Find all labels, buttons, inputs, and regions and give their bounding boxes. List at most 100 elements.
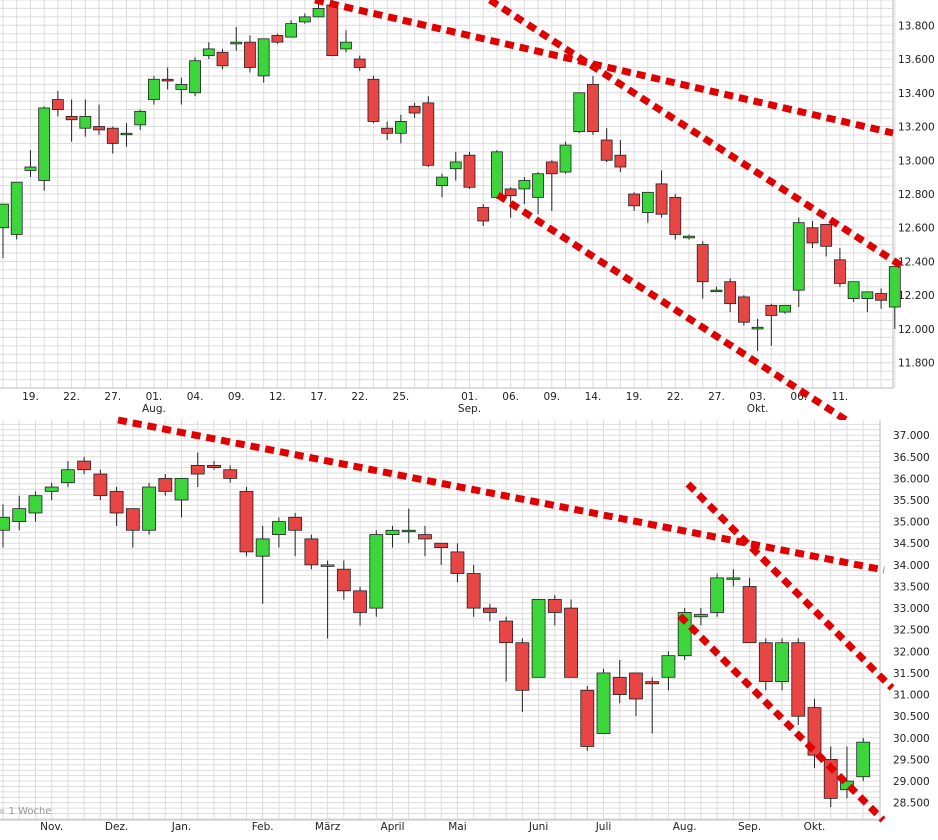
x-tick-label: 09.	[543, 391, 560, 403]
candle	[24, 150, 37, 178]
candle-body-up	[847, 281, 860, 299]
candle-body-down	[367, 78, 380, 122]
candle-body-down	[93, 473, 108, 497]
y-tick-label: 36.500	[893, 452, 930, 464]
candle	[573, 92, 586, 134]
candle	[710, 286, 723, 293]
candle	[847, 281, 860, 302]
candle-body-down	[106, 127, 119, 144]
candle	[353, 55, 366, 71]
candle-body-up	[12, 508, 27, 523]
candle-body-down	[669, 196, 682, 235]
candle-body-down	[408, 105, 421, 114]
candle	[106, 126, 119, 154]
y-tick-label: 29.500	[893, 754, 930, 766]
candle-body-down	[288, 516, 303, 531]
candle-body-up	[779, 304, 791, 313]
candle	[239, 487, 254, 557]
candle	[792, 217, 805, 308]
candle	[669, 194, 682, 240]
candle-body-down	[125, 508, 140, 531]
candle	[856, 737, 871, 782]
candle	[174, 477, 189, 518]
x-tick-label: 14.	[585, 391, 602, 403]
candle	[742, 577, 757, 644]
candle	[612, 660, 627, 704]
candle	[207, 461, 221, 470]
candle-body-down	[791, 642, 806, 717]
x-tick-label: Mai	[448, 821, 466, 833]
candle-body-up	[559, 144, 572, 173]
candle-body-down	[161, 78, 174, 82]
grid-layer	[0, 0, 896, 389]
candle	[190, 452, 205, 488]
candle	[861, 291, 874, 313]
candle-body-up	[202, 48, 215, 57]
candle	[353, 586, 367, 626]
candle	[779, 304, 791, 314]
x-tick-sublabel: Okt.	[747, 403, 769, 415]
candle-body-down	[614, 154, 627, 168]
candle	[888, 266, 901, 329]
candle-body-up	[189, 60, 201, 94]
candle-body-down	[564, 607, 578, 678]
candle	[320, 560, 335, 639]
candle-body-up	[888, 266, 901, 308]
candle-body-down	[758, 642, 773, 683]
candle	[28, 491, 43, 522]
candle-body-down	[724, 281, 737, 305]
trend-line	[488, 0, 907, 271]
y-tick-label: 31.000	[893, 690, 930, 702]
y-tick-label: 12.200	[898, 290, 935, 302]
y-tick-label: 11.800	[898, 358, 935, 370]
candle-body-up	[257, 38, 270, 77]
daily-candlestick-chart: 13.800 13.600 13.400 13.200 13.000 12.800 12.6…	[0, 0, 935, 420]
x-tick-label: 04.	[187, 391, 204, 403]
candle	[545, 160, 558, 211]
x-tick-label: Juni	[528, 821, 548, 833]
candle-body-down	[207, 465, 221, 468]
x-tick-label: Sep.	[738, 821, 761, 833]
trendline-layer	[117, 416, 895, 823]
candle	[436, 173, 448, 198]
candle-body-up	[312, 8, 325, 18]
candle-body-down	[547, 599, 562, 613]
candle-body-up	[28, 495, 43, 514]
candle	[0, 504, 10, 548]
x-tick-label: 22.	[63, 391, 80, 403]
candle-body-up	[726, 577, 741, 580]
candle	[158, 474, 173, 496]
candle	[109, 487, 124, 526]
candle-body-up	[0, 516, 10, 531]
candle	[693, 608, 708, 626]
candle	[298, 13, 311, 24]
y-tick-label: 13.200	[898, 122, 935, 134]
x-tick-label: 17.	[310, 391, 327, 403]
candle	[304, 534, 319, 570]
candle-body-up	[134, 110, 147, 126]
x-tick-label: 27.	[708, 391, 725, 403]
candle	[758, 638, 773, 691]
candle	[408, 102, 421, 119]
candle-body-up	[340, 41, 352, 50]
candle	[38, 106, 51, 191]
y-tick-label: 13.800	[898, 20, 935, 32]
candle	[367, 75, 380, 124]
candle	[44, 482, 59, 500]
x-tick-label: 27.	[104, 391, 121, 403]
candle	[628, 192, 641, 211]
candle-body-down	[463, 154, 476, 188]
trendline-layer	[314, 0, 907, 420]
candle	[596, 668, 611, 734]
y-tick-label: 28.500	[893, 798, 930, 810]
y-tick-label: 35.000	[893, 517, 930, 529]
candle	[791, 638, 806, 725]
candle	[466, 564, 481, 617]
candle-body-down	[515, 642, 530, 691]
candle-body-up	[38, 107, 51, 181]
candle-body-down	[77, 460, 92, 471]
candle	[820, 223, 833, 257]
y-tick-label: 12.800	[898, 189, 935, 201]
candle	[230, 26, 243, 51]
candle	[518, 177, 531, 205]
